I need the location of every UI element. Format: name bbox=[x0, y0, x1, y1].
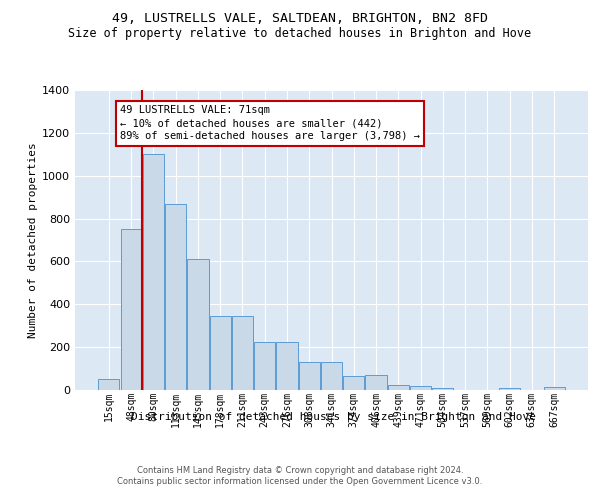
Bar bbox=[98, 380, 119, 390]
Bar bbox=[343, 376, 364, 390]
Bar bbox=[432, 388, 454, 390]
Bar bbox=[143, 154, 164, 390]
Text: Contains public sector information licensed under the Open Government Licence v3: Contains public sector information licen… bbox=[118, 478, 482, 486]
Bar bbox=[232, 316, 253, 390]
Bar bbox=[121, 230, 142, 390]
Bar bbox=[299, 362, 320, 390]
Text: Contains HM Land Registry data © Crown copyright and database right 2024.: Contains HM Land Registry data © Crown c… bbox=[137, 466, 463, 475]
Bar bbox=[277, 342, 298, 390]
Bar bbox=[165, 204, 186, 390]
Bar bbox=[321, 362, 342, 390]
Bar bbox=[254, 342, 275, 390]
Text: 49 LUSTRELLS VALE: 71sqm
← 10% of detached houses are smaller (442)
89% of semi-: 49 LUSTRELLS VALE: 71sqm ← 10% of detach… bbox=[120, 105, 420, 142]
Bar bbox=[410, 386, 431, 390]
Bar bbox=[499, 388, 520, 390]
Bar bbox=[544, 387, 565, 390]
Y-axis label: Number of detached properties: Number of detached properties bbox=[28, 142, 38, 338]
Text: 49, LUSTRELLS VALE, SALTDEAN, BRIGHTON, BN2 8FD: 49, LUSTRELLS VALE, SALTDEAN, BRIGHTON, … bbox=[112, 12, 488, 26]
Bar bbox=[388, 384, 409, 390]
Bar bbox=[187, 260, 209, 390]
Bar bbox=[209, 316, 231, 390]
Bar bbox=[365, 375, 386, 390]
Text: Distribution of detached houses by size in Brighton and Hove: Distribution of detached houses by size … bbox=[131, 412, 536, 422]
Text: Size of property relative to detached houses in Brighton and Hove: Size of property relative to detached ho… bbox=[68, 28, 532, 40]
